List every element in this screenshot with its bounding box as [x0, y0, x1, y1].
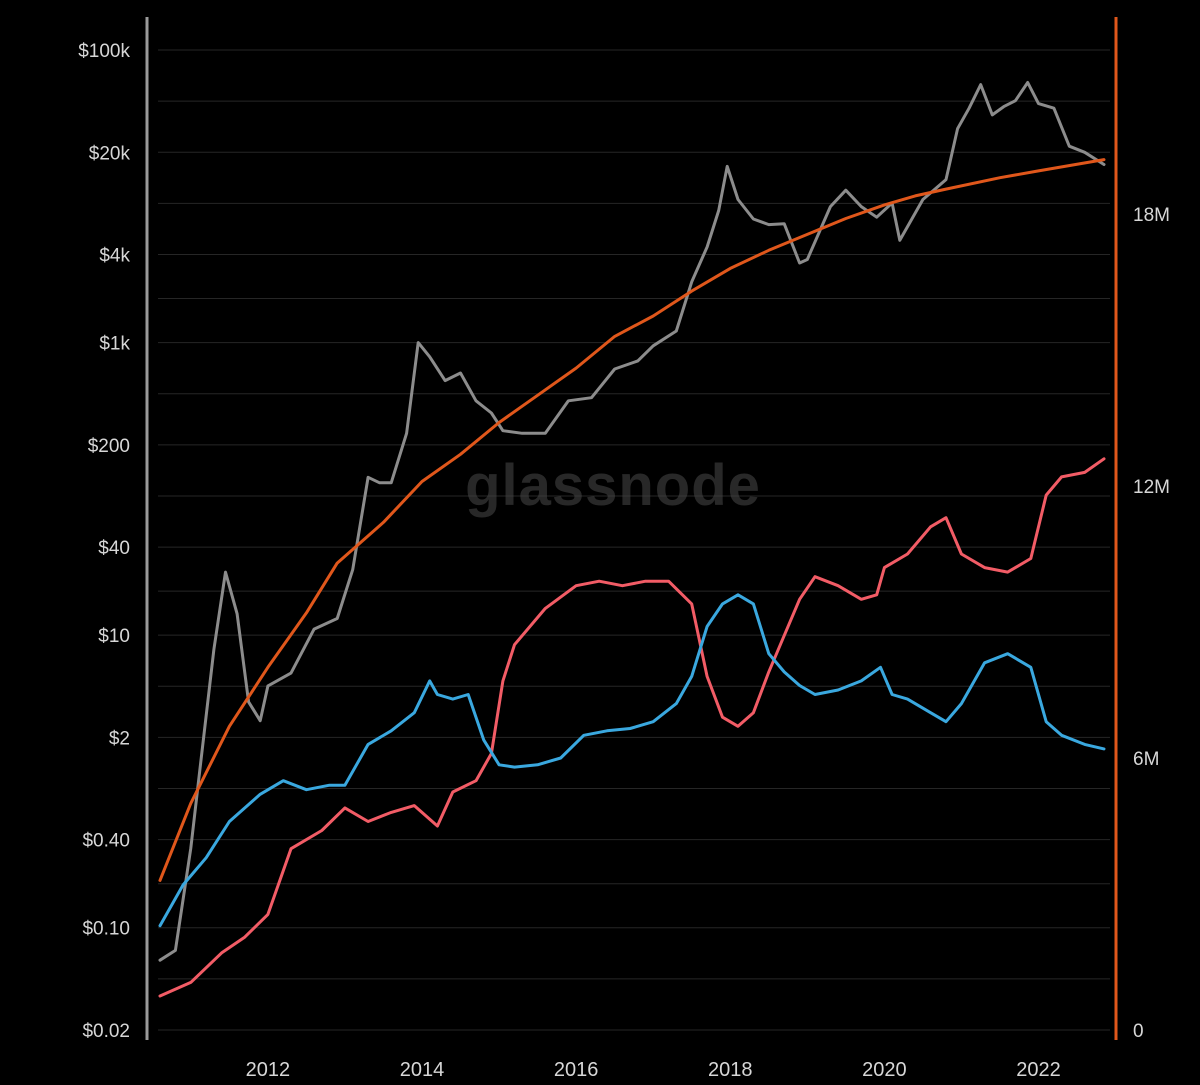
- supply-series-line: [158, 158, 1106, 882]
- left-tick-label: $2: [109, 728, 130, 749]
- x-axis-ticks: 2012 2014 2016 2018 2020 2022: [246, 1059, 1061, 1081]
- gridlines: [158, 49, 1110, 1031]
- price-series-line: [158, 81, 1106, 962]
- x-tick-label: 2022: [1016, 1059, 1061, 1081]
- left-tick-label: $4k: [99, 246, 130, 267]
- left-tick-label: $20k: [89, 143, 131, 164]
- x-tick-label: 2016: [554, 1059, 599, 1081]
- left-tick-label: $1k: [99, 334, 130, 355]
- left-tick-label: $0.02: [82, 1021, 130, 1042]
- x-tick-label: 2020: [862, 1059, 907, 1081]
- left-tick-label: $10: [98, 626, 130, 647]
- blue-series-line: [158, 593, 1106, 928]
- series-lines: [158, 81, 1106, 998]
- right-tick-label: 6M: [1133, 749, 1159, 770]
- right-tick-label: 0: [1133, 1021, 1144, 1042]
- x-tick-label: 2014: [400, 1059, 445, 1081]
- x-tick-label: 2018: [708, 1059, 753, 1081]
- right-tick-label: 12M: [1133, 477, 1170, 498]
- x-tick-label: 2012: [246, 1059, 291, 1081]
- left-tick-label: $40: [98, 538, 130, 559]
- watermark: glassnode: [465, 453, 761, 518]
- red-series-line: [158, 457, 1106, 998]
- left-tick-label: $200: [88, 436, 130, 457]
- right-tick-label: 18M: [1133, 205, 1170, 226]
- left-tick-label: $0.10: [82, 919, 130, 940]
- left-tick-label: $0.40: [82, 831, 130, 852]
- right-axis-ticks: 18M 12M 6M 0: [1133, 205, 1170, 1042]
- left-axis-ticks: $100k $20k $4k $1k $200 $40 $10 $2 $0.40 $0.10 $0.…: [78, 41, 130, 1042]
- left-tick-label: $100k: [78, 41, 130, 62]
